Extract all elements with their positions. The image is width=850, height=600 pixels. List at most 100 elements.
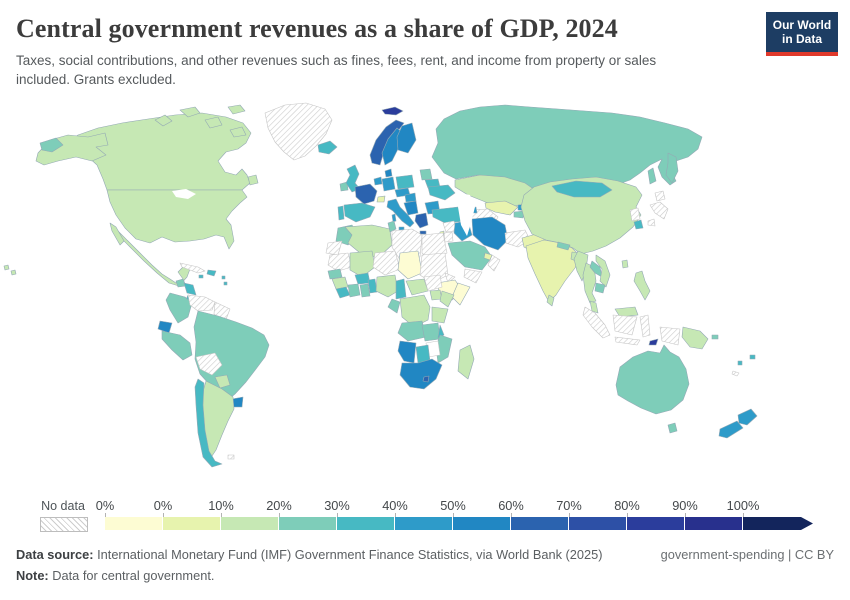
region-angola[interactable] (397, 320, 427, 342)
region-cameroon[interactable] (395, 278, 407, 300)
region-senegal[interactable] (327, 268, 343, 280)
owid-logo[interactable]: Our World in Data (766, 12, 838, 56)
legend-bin[interactable] (395, 517, 453, 530)
legend-bin[interactable] (163, 517, 221, 530)
legend-bin[interactable] (337, 517, 395, 530)
legend-bin[interactable] (569, 517, 627, 530)
region-south-korea[interactable] (633, 219, 644, 230)
legend-bin[interactable] (453, 517, 511, 530)
region-vanuatu[interactable] (737, 360, 743, 366)
region-balkans[interactable] (403, 200, 419, 216)
legend-bin[interactable] (627, 517, 685, 530)
legend-bin[interactable] (105, 517, 163, 530)
region-somalia[interactable] (451, 282, 471, 306)
region-indonesia[interactable] (612, 314, 638, 336)
region-cambodia[interactable] (594, 282, 606, 294)
region-malaysia[interactable] (614, 306, 639, 318)
legend-color-bar[interactable] (105, 517, 813, 530)
region-finland[interactable] (396, 122, 417, 154)
region-hawaii[interactable] (10, 269, 17, 276)
region-japan[interactable] (647, 218, 656, 227)
legend-bin[interactable] (685, 517, 743, 530)
region-switzerland[interactable] (376, 195, 386, 203)
region-mexico[interactable] (109, 222, 125, 246)
region-greenland[interactable] (264, 102, 333, 161)
region-lesser-antilles[interactable] (221, 275, 226, 280)
region-china[interactable] (520, 176, 643, 255)
region-indonesia[interactable] (659, 326, 681, 346)
region-canada[interactable] (179, 106, 201, 118)
region-tunisia[interactable] (387, 220, 397, 233)
region-canada[interactable] (229, 126, 247, 138)
region-vietnam[interactable] (595, 254, 611, 288)
region-niger[interactable] (372, 250, 401, 276)
region-eritrea[interactable] (444, 272, 456, 284)
region-hispaniola[interactable] (206, 269, 217, 277)
region-russia[interactable] (665, 152, 679, 184)
region-mali[interactable] (349, 250, 376, 278)
region-falklands[interactable] (227, 454, 235, 460)
region-japan[interactable] (649, 201, 669, 220)
region-greece[interactable] (419, 230, 427, 235)
region-russia[interactable] (647, 167, 657, 185)
region-guinea[interactable] (331, 276, 349, 290)
region-indonesia[interactable] (614, 336, 641, 346)
region-australia[interactable] (667, 422, 678, 434)
region-ghana[interactable] (359, 283, 371, 298)
region-iceland[interactable] (317, 140, 338, 155)
region-bolivia[interactable] (195, 352, 223, 376)
region-indonesia[interactable] (582, 306, 611, 339)
region-mauritania[interactable] (327, 252, 353, 272)
region-cuba[interactable] (179, 262, 206, 274)
region-canada[interactable] (204, 116, 223, 129)
region-kenya[interactable] (439, 290, 455, 308)
region-philippines[interactable] (633, 270, 651, 301)
region-madagascar[interactable] (457, 344, 475, 380)
no-data-swatch[interactable] (40, 517, 88, 532)
region-namibia[interactable] (397, 340, 417, 364)
legend-bin[interactable] (221, 517, 279, 530)
region-drc[interactable] (399, 294, 431, 328)
region-jordan[interactable] (443, 231, 454, 243)
region-togo-benin[interactable] (367, 278, 378, 294)
region-new-zealand[interactable] (737, 408, 758, 426)
region-greece[interactable] (414, 212, 429, 229)
region-canada[interactable] (247, 174, 259, 186)
region-lesotho[interactable] (422, 375, 430, 383)
region-hawaii[interactable] (3, 264, 10, 271)
region-indonesia[interactable] (639, 314, 651, 338)
region-france[interactable] (354, 183, 378, 205)
region-new-zealand[interactable] (718, 420, 744, 439)
region-south-sudan[interactable] (423, 274, 443, 292)
region-zambia[interactable] (421, 322, 441, 342)
region-jamaica[interactable] (198, 274, 204, 279)
region-burkina-faso[interactable] (354, 272, 371, 285)
region-mongolia[interactable] (551, 180, 613, 198)
region-ivory-coast[interactable] (347, 283, 361, 298)
legend-bin[interactable] (279, 517, 337, 530)
region-italy[interactable] (391, 213, 397, 223)
region-north-korea[interactable] (629, 207, 641, 222)
region-solomon-islands[interactable] (711, 334, 719, 340)
region-ireland[interactable] (339, 181, 349, 192)
region-usa[interactable] (106, 189, 248, 250)
region-belgium-netherlands[interactable] (373, 176, 383, 186)
region-australia[interactable] (615, 344, 690, 415)
region-taiwan[interactable] (621, 259, 629, 269)
region-venezuela[interactable] (187, 294, 216, 312)
region-nigeria[interactable] (375, 274, 399, 298)
region-denmark[interactable] (384, 168, 393, 178)
region-western-sahara[interactable] (325, 240, 343, 256)
region-spain[interactable] (343, 202, 376, 223)
region-japan[interactable] (654, 190, 666, 202)
region-south-africa[interactable] (399, 358, 443, 390)
region-lesser-antilles[interactable] (223, 281, 228, 286)
region-honduras-nicaragua[interactable] (183, 282, 197, 296)
region-central-african-republic[interactable] (405, 278, 429, 296)
region-germany[interactable] (381, 176, 396, 192)
region-tanzania[interactable] (431, 306, 449, 324)
region-india[interactable] (525, 239, 581, 303)
region-italy[interactable] (386, 198, 415, 228)
region-baltics[interactable] (419, 168, 433, 181)
legend-bin[interactable] (511, 517, 569, 530)
